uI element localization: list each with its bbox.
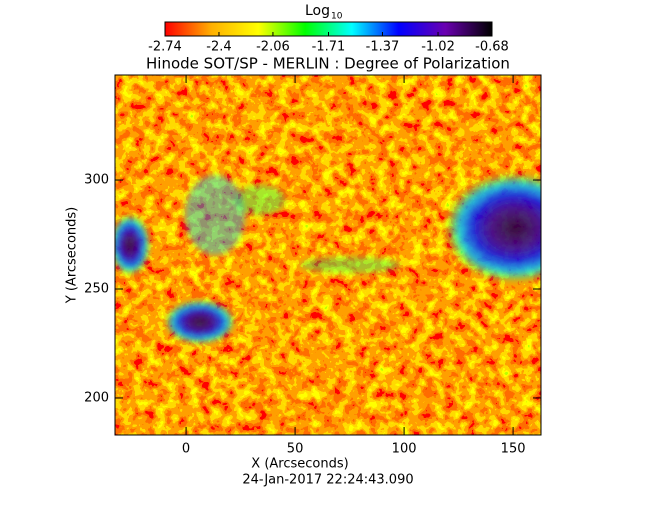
x-tick-label: 50	[287, 442, 304, 457]
colorbar-label-subscript: 10	[331, 12, 343, 22]
footer: 24-Jan-2017 22:24:43.090	[242, 473, 413, 488]
colorbar-tick-label: -1.71	[312, 40, 346, 55]
y-tick-label: 300	[84, 173, 109, 188]
x-tick-label: 150	[501, 442, 526, 457]
colorbar-tick-label: -1.02	[421, 40, 455, 55]
plot-frame	[114, 74, 542, 436]
colorbar-label: Log	[305, 3, 330, 19]
y-axis-label: Y (Arcseconds)	[65, 207, 80, 304]
x-tick-label: 0	[182, 442, 190, 457]
x-axis-label: X (Arcseconds)	[251, 457, 348, 472]
colorbar-tick-label: -2.4	[206, 40, 231, 55]
colorbar-tick-label: -2.74	[148, 40, 182, 55]
y-tick-label: 200	[84, 390, 109, 405]
y-tick-label: 250	[84, 281, 109, 296]
polarization-regions	[115, 173, 541, 344]
x-tick-label: 100	[392, 442, 417, 457]
colorbar-tick-label: -2.06	[256, 40, 290, 55]
chart-title: Hinode SOT/SP - MERLIN : Degree of Polar…	[146, 55, 510, 73]
heatmap-image	[115, 75, 541, 435]
colorbar-tick-label: -1.37	[366, 40, 400, 55]
colorbar-tick-label: -0.68	[475, 40, 509, 55]
